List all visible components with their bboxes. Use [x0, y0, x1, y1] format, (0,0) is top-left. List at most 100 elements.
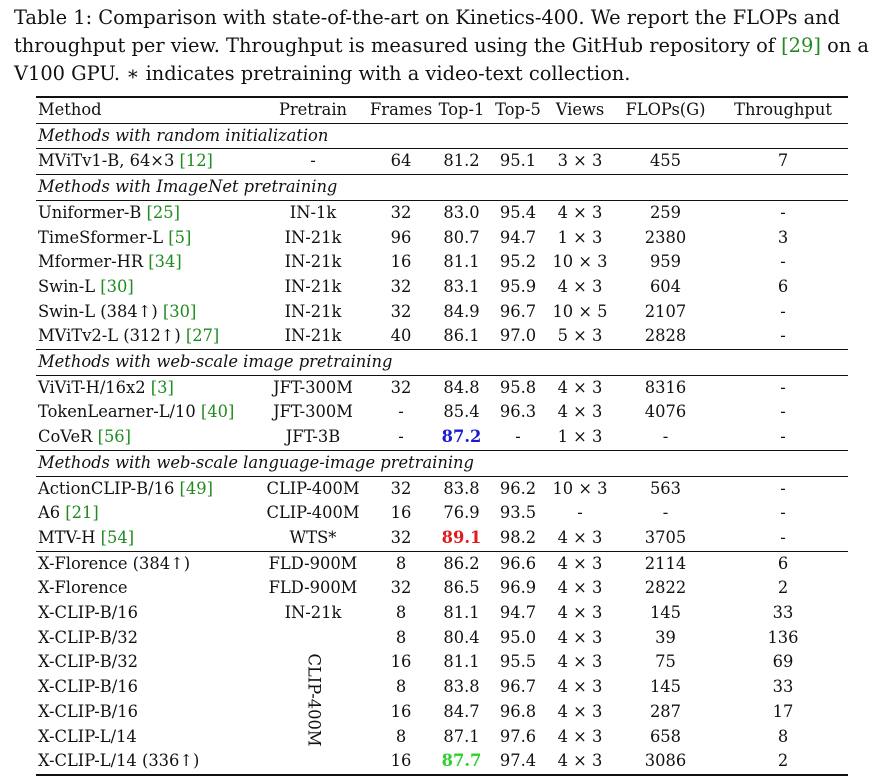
table-row: X-Florence (384↑) FLD-900M 8 86.2 96.6 4 × 3 2…	[36, 551, 848, 576]
frames-cell: 8	[395, 677, 407, 697]
pretrain-cell: JFT-3B	[285, 427, 341, 447]
table-body: Methods with random initialization MViTv1…	[36, 123, 848, 775]
frames-cell: 8	[395, 627, 407, 647]
header-top1: Top-1	[438, 100, 485, 119]
citation-link[interactable]: [30]	[100, 276, 134, 296]
citation-link[interactable]: [25]	[146, 202, 180, 222]
section-title: Methods with ImageNet pretraining	[38, 177, 338, 197]
method-name: X-CLIP-B/32	[38, 627, 138, 647]
throughput-cell: 33	[772, 603, 794, 623]
throughput-cell: -	[780, 527, 786, 547]
method-cell: TokenLearner-L/10 [40]	[36, 400, 258, 425]
throughput-cell: 6	[777, 276, 789, 296]
frames-cell: 8	[395, 726, 407, 746]
top1-cell: 80.4	[443, 627, 480, 647]
table-row: X-CLIP-L/14 8 87.1 97.6 4 × 3 658 8	[36, 725, 848, 750]
comparison-table-container: Method Pretrain Frames Top-1 Top-5 Views…	[36, 96, 848, 776]
flops-cell: 8316	[644, 377, 687, 397]
method-name: ActionCLIP-B/16	[38, 478, 180, 498]
views-cell: 10 × 5	[552, 301, 608, 321]
citation-link[interactable]: [12]	[179, 151, 213, 171]
flops-cell: 959	[649, 252, 682, 272]
header-frames: Frames	[370, 100, 433, 119]
pretrain-cell: IN-21k	[284, 276, 342, 296]
citation-link[interactable]: [27]	[185, 326, 220, 346]
top1-cell: 84.8	[443, 377, 480, 397]
flops-cell: 2114	[644, 553, 687, 573]
method-name: MTV-H	[38, 527, 101, 547]
citation-link[interactable]: [3]	[150, 377, 174, 397]
table-row: MViTv1-B, 64×3 [12] - 64 81.2 95.1 3 × 3 455 7	[36, 148, 848, 175]
caption-text: Comparison with state-of-the-art on Kine…	[14, 6, 841, 57]
views-cell: 10 × 3	[552, 252, 608, 272]
top5-cell: 96.9	[499, 578, 537, 598]
citation-link[interactable]: [56]	[97, 427, 132, 447]
throughput-cell: -	[780, 503, 786, 523]
pretrain-cell: -	[310, 151, 316, 171]
frames-cell: 16	[390, 503, 412, 523]
citation-link[interactable]: [30]	[162, 301, 197, 321]
frames-cell: 16	[390, 252, 412, 272]
method-name: X-Florence	[38, 578, 128, 598]
flops-cell: 145	[649, 603, 682, 623]
method-name: Swin-L (384↑)	[38, 301, 163, 321]
citation-link[interactable]: [40]	[200, 402, 235, 422]
throughput-cell: -	[780, 377, 786, 397]
method-name: ViViT-H/16x2	[38, 377, 151, 397]
frames-cell: 96	[390, 227, 412, 247]
method-cell: CoVeR [56]	[36, 425, 258, 450]
throughput-cell: 2	[777, 578, 789, 598]
top5-cell: 96.7	[499, 677, 537, 697]
frames-cell: 32	[390, 276, 412, 296]
throughput-cell: 69	[772, 652, 794, 672]
citation-link[interactable]: [21]	[65, 503, 99, 523]
top5-cell: 95.4	[499, 202, 537, 222]
table-row: TimeSformer-L [5] IN-21k 96 80.7 94.7 1 × 3 23…	[36, 226, 848, 251]
citation-link[interactable]: [5]	[168, 227, 192, 247]
top5-cell: 95.2	[499, 252, 537, 272]
top1-cell: 80.7	[443, 227, 480, 247]
citation-link[interactable]: [49]	[179, 478, 213, 498]
views-cell: 4 × 3	[557, 677, 603, 697]
top5-cell: 97.0	[499, 326, 537, 346]
throughput-cell: -	[780, 478, 786, 498]
flops-cell: 604	[649, 276, 682, 296]
throughput-cell: 3	[777, 227, 789, 247]
citation-link[interactable]: [54]	[100, 527, 135, 547]
table-row: CoVeR [56] JFT-3B - 87.2 - 1 × 3 - -	[36, 425, 848, 450]
method-name: A6	[38, 503, 66, 523]
throughput-cell: 7	[777, 151, 789, 171]
top1-cell: 81.1	[443, 603, 480, 623]
table-row: TokenLearner-L/10 [40] JFT-300M - 85.4 96.3 4…	[36, 400, 848, 425]
method-cell: Swin-L (384↑) [30]	[36, 300, 258, 325]
header-views: Views	[555, 100, 605, 119]
citation-link[interactable]: [34]	[148, 252, 182, 272]
top5-cell: 95.8	[499, 377, 537, 397]
top5-cell: 97.6	[499, 726, 537, 746]
views-cell: 4 × 3	[557, 402, 603, 422]
method-name: Mformer-HR	[38, 252, 149, 272]
caption-citation-link[interactable]: [29]	[781, 34, 821, 57]
top1-cell: 89.1	[441, 527, 482, 547]
top5-cell: 96.8	[499, 701, 537, 721]
table-row: X-Florence FLD-900M 32 86.5 96.9 4 × 3 2822 2	[36, 576, 848, 601]
frames-cell: 32	[390, 527, 412, 547]
views-cell: 4 × 3	[557, 553, 603, 573]
frames-cell: 16	[390, 751, 412, 771]
table-row: MViTv2-L (312↑) [27] IN-21k 40 86.1 97.0 5 × …	[36, 324, 848, 349]
method-cell: Uniformer-B [25]	[36, 200, 258, 225]
views-cell: 4 × 3	[557, 726, 603, 746]
frames-cell: 8	[395, 553, 407, 573]
top1-cell: 86.1	[443, 326, 480, 346]
header-flops: FLOPs(G)	[625, 100, 706, 119]
frames-cell: 8	[395, 603, 407, 623]
flops-cell: 259	[649, 202, 682, 222]
method-name: Swin-L	[38, 276, 101, 296]
flops-cell: 287	[649, 701, 682, 721]
top5-cell: 96.3	[499, 402, 537, 422]
method-cell: Swin-L [30]	[36, 275, 258, 300]
top5-cell: 95.5	[499, 652, 537, 672]
pretrain-cell: IN-21k	[284, 227, 342, 247]
top5-cell: 97.4	[499, 751, 537, 771]
method-name: TimeSformer-L	[38, 227, 169, 247]
